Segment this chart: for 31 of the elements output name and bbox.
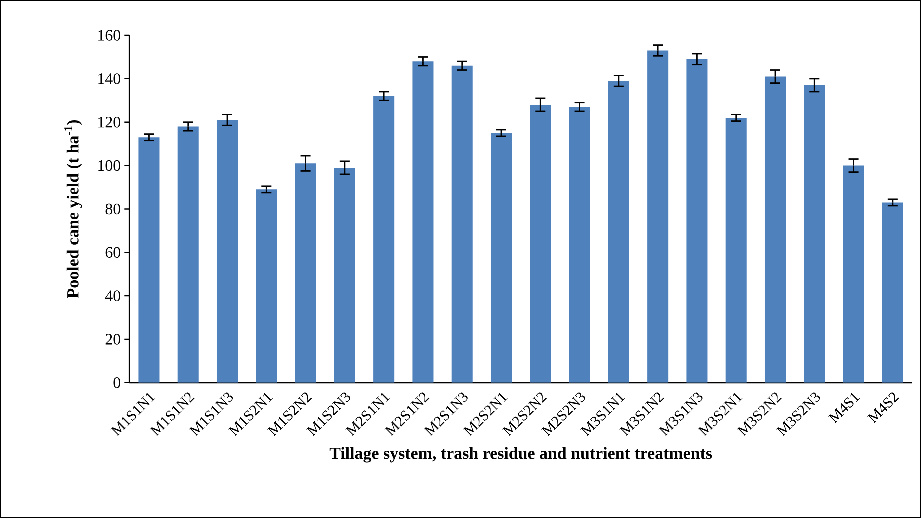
y-tick-label: 60 — [106, 247, 121, 258]
bar — [412, 62, 434, 384]
bar — [138, 138, 160, 384]
bar — [490, 133, 512, 384]
y-tick-label: 0 — [114, 378, 121, 389]
bar — [530, 105, 552, 384]
y-tick-label: 100 — [98, 160, 121, 172]
bar — [804, 86, 826, 384]
y-tick-label: 40 — [105, 290, 121, 302]
bar — [764, 76, 786, 384]
bar — [726, 118, 747, 384]
bar — [608, 81, 630, 384]
bar — [882, 202, 904, 384]
bar — [256, 190, 278, 384]
bar — [452, 66, 473, 384]
y-tick-label: 80 — [106, 204, 121, 215]
x-axis-title: Tillage system, trash residue and nutrient treatments — [330, 448, 712, 464]
bar — [686, 60, 708, 384]
bar — [178, 126, 199, 384]
bar — [648, 50, 669, 384]
bar — [843, 166, 864, 384]
bar — [334, 168, 356, 384]
y-tick-label: 160 — [98, 30, 121, 42]
bar — [295, 164, 316, 384]
y-tick-label: 120 — [98, 117, 121, 128]
y-tick-label: 20 — [106, 334, 121, 346]
bar — [569, 107, 590, 384]
y-axis-title: Pooled cane yield (t ha$^{-1}$) — [64, 120, 82, 299]
y-tick-label: 140 — [98, 74, 121, 85]
bar — [374, 96, 395, 384]
bar — [216, 120, 238, 384]
